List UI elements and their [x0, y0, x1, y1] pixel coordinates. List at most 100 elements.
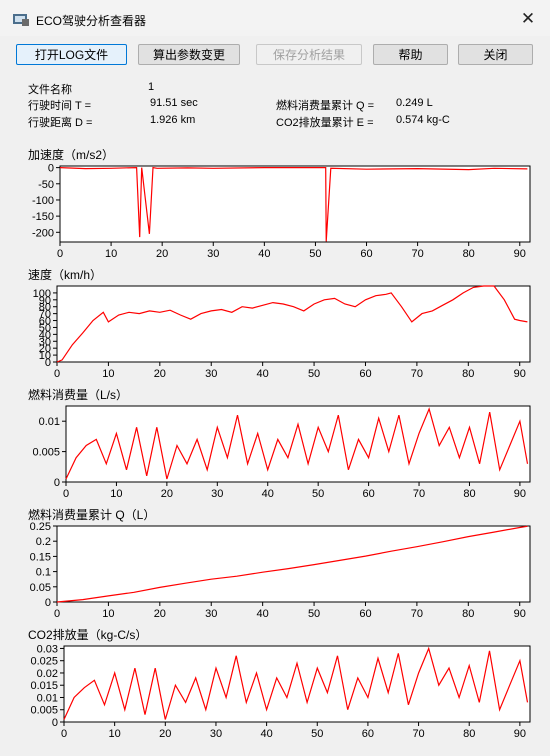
x-tick-label: 40 — [262, 488, 274, 500]
x-tick-label: 0 — [54, 368, 60, 380]
y-tick-label: 10 — [39, 350, 51, 362]
chart-title-accel: 加速度（m/s2） — [28, 148, 115, 162]
file-name-label: 文件名称 — [28, 84, 72, 96]
y-tick-label: 0.15 — [30, 551, 51, 563]
fuel-total-chart: 0 10 20 30 40 50 60 70 80 90 0 0.05 0.1 0.15 0.2 0.25 — [30, 522, 531, 620]
accel-chart: 0 10 20 30 40 50 60 70 80 90 0 -50 -100 -150 -200 — [32, 163, 531, 260]
y-tick-label: -200 — [32, 227, 54, 239]
plot-area — [65, 405, 531, 483]
x-tick-label: 70 — [411, 608, 423, 620]
fuel-chart: 0 10 20 30 40 50 60 70 80 90 0 0.005 0.01 — [32, 405, 531, 500]
x-tick-label: 80 — [463, 248, 475, 260]
x-tick-label: 90 — [514, 728, 526, 740]
x-tick-label: 20 — [154, 368, 166, 380]
y-tick-label: 100 — [33, 288, 51, 300]
x-tick-label: 70 — [412, 728, 424, 740]
y-tick-label: 0.015 — [30, 680, 58, 692]
chart-title-fuel-total: 燃料消费量累计 Q（L） — [28, 508, 156, 522]
x-tick-label: 40 — [260, 728, 272, 740]
y-tick-label: 0 — [54, 477, 60, 489]
x-tick-label: 70 — [413, 488, 425, 500]
plot-area — [56, 525, 531, 603]
window-title: ECO驾驶分析查看器 — [36, 14, 147, 28]
x-tick-label: 40 — [257, 608, 269, 620]
y-tick-label: 0.01 — [37, 692, 58, 704]
x-tick-label: 90 — [514, 608, 526, 620]
x-tick-label: 50 — [308, 368, 320, 380]
time-value: 91.51 sec — [150, 97, 198, 109]
x-tick-label: 30 — [207, 248, 219, 260]
series-line — [56, 285, 528, 363]
time-label: 行驶时间 T = — [28, 100, 92, 112]
x-tick-label: 90 — [514, 248, 526, 260]
x-tick-label: 60 — [359, 608, 371, 620]
x-tick-label: 60 — [362, 728, 374, 740]
y-tick-label: -50 — [38, 179, 54, 191]
x-tick-label: 10 — [105, 248, 117, 260]
x-tick-label: 90 — [514, 488, 526, 500]
x-tick-label: 50 — [308, 608, 320, 620]
y-tick-label: -150 — [32, 211, 54, 223]
x-tick-label: 30 — [210, 728, 222, 740]
series-line — [65, 407, 529, 480]
distance-value: 1.926 km — [150, 114, 196, 126]
x-tick-label: 80 — [463, 728, 475, 740]
x-tick-label: 30 — [211, 488, 223, 500]
y-tick-label: 0.1 — [36, 567, 51, 579]
y-tick-label: 0.005 — [30, 705, 58, 717]
series-line — [59, 166, 528, 242]
x-tick-label: 0 — [57, 248, 63, 260]
x-tick-label: 60 — [360, 248, 372, 260]
x-tick-label: 10 — [102, 608, 114, 620]
y-tick-label: 90 — [39, 295, 51, 307]
x-tick-label: 80 — [462, 368, 474, 380]
y-tick-label: 0.25 — [30, 522, 51, 533]
x-tick-label: 40 — [258, 248, 270, 260]
distance-label: 行驶距离 D = — [28, 117, 93, 129]
file-name-value: 1 — [148, 81, 155, 93]
close-button[interactable]: 关闭 — [458, 44, 533, 65]
y-tick-label: 0.01 — [39, 416, 60, 428]
save-result-button: 保存分析结果 — [256, 44, 362, 65]
x-tick-label: 70 — [411, 368, 423, 380]
y-tick-label: 0.03 — [37, 643, 58, 655]
x-tick-label: 0 — [61, 728, 67, 740]
x-tick-label: 60 — [359, 368, 371, 380]
y-tick-label: 80 — [39, 302, 51, 314]
plot-area — [59, 165, 531, 243]
y-tick-label: 0 — [45, 357, 51, 369]
chart-title-fuel: 燃料消费量（L/s） — [28, 388, 129, 402]
x-tick-label: 0 — [54, 608, 60, 620]
y-tick-label: 0.05 — [30, 582, 51, 594]
chart-title-co2: CO2排放量（kg-C/s） — [28, 628, 148, 642]
app-icon — [13, 14, 29, 26]
y-tick-label: 40 — [39, 329, 51, 341]
x-tick-label: 20 — [161, 488, 173, 500]
y-tick-label: 50 — [39, 322, 51, 334]
close-icon[interactable]: ✕ — [520, 9, 536, 28]
x-tick-label: 40 — [257, 368, 269, 380]
co2-chart: 0 10 20 30 40 50 60 70 80 9000.0050.010.0150.020.… — [30, 643, 531, 740]
co2-total-value: 0.574 kg-C — [396, 114, 450, 126]
y-tick-label: 20 — [39, 343, 51, 355]
x-tick-label: 0 — [63, 488, 69, 500]
calc-params-button[interactable]: 算出参数变更 — [138, 44, 240, 65]
chart-title-speed: 速度（km/h） — [28, 268, 103, 282]
x-tick-label: 90 — [514, 368, 526, 380]
y-tick-label: 0.025 — [30, 656, 58, 668]
fuel-total-label: 燃料消费量累计 Q = — [276, 100, 375, 112]
x-tick-label: 10 — [109, 728, 121, 740]
series-line — [56, 525, 528, 603]
x-tick-label: 10 — [102, 368, 114, 380]
y-tick-label: 0 — [48, 163, 54, 175]
plot-area — [56, 285, 531, 363]
open-log-button[interactable]: 打开LOG文件 — [16, 44, 127, 65]
speed-chart: 0 10 20 30 40 50 60 70 80 90010203040506070809010… — [33, 285, 531, 380]
title-bar: ECO驾驶分析查看器 ✕ — [0, 0, 550, 36]
fuel-total-value: 0.249 L — [396, 97, 433, 109]
x-tick-label: 60 — [362, 488, 374, 500]
y-tick-label: -100 — [32, 195, 54, 207]
x-tick-label: 20 — [156, 248, 168, 260]
help-button[interactable]: 帮助 — [373, 44, 448, 65]
co2-total-label: CO2排放量累计 E = — [276, 117, 374, 129]
